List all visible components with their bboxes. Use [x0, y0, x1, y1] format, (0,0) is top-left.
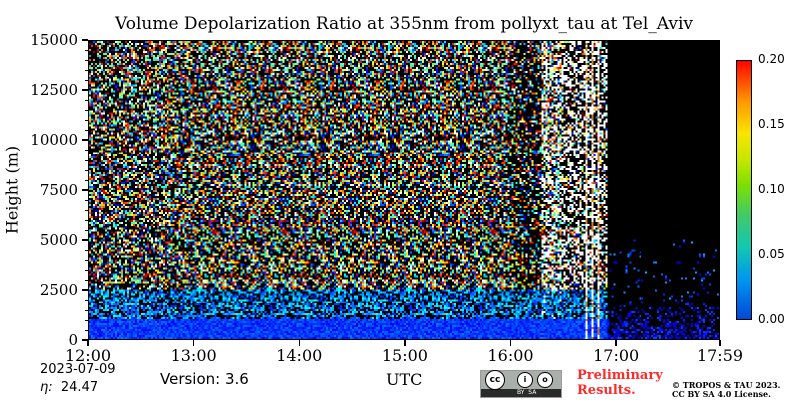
- x-tick-mark: [87, 340, 89, 346]
- copyright-line: © TROPOS & TAU 2023.: [672, 380, 781, 390]
- x-tick-mark: [615, 340, 617, 346]
- y-tick-label: 12500: [30, 81, 78, 99]
- y-tick-mark: [82, 139, 88, 141]
- x-axis-label: UTC: [386, 370, 423, 389]
- y-tick-mark: [82, 239, 88, 241]
- x-tick-label: 13:00: [170, 346, 217, 365]
- y-minor-tick: [85, 299, 88, 301]
- y-minor-tick: [85, 49, 88, 51]
- x-tick-mark: [298, 340, 300, 346]
- colorbar-tick-label: 0.10: [758, 182, 785, 196]
- cc-icon: cc: [485, 370, 505, 390]
- y-minor-tick: [85, 169, 88, 171]
- y-minor-tick: [85, 209, 88, 211]
- colorbar-tick-label: 0.20: [758, 52, 785, 66]
- by-icon: i: [517, 372, 533, 388]
- y-minor-tick: [85, 269, 88, 271]
- version-label: Version: 3.6: [160, 370, 249, 388]
- colorbar-tick-label: 0.05: [758, 247, 785, 261]
- x-tick-label: 17:59: [696, 346, 744, 365]
- y-tick-mark: [82, 39, 88, 41]
- y-minor-tick: [85, 179, 88, 181]
- colorbar-tick-label: 0.15: [758, 117, 785, 131]
- y-tick-label: 5000: [39, 231, 78, 249]
- x-tick-label: 14:00: [276, 346, 323, 365]
- y-minor-tick: [85, 329, 88, 331]
- sa-icon: o: [537, 372, 553, 388]
- colorbar-tick-label: 0.00: [758, 312, 785, 326]
- y-minor-tick: [85, 199, 88, 201]
- x-tick-label: 15:00: [381, 346, 428, 365]
- y-tick-label: 15000: [30, 31, 78, 49]
- y-minor-tick: [85, 149, 88, 151]
- eta-number: 24.47: [60, 380, 99, 395]
- y-minor-tick: [85, 159, 88, 161]
- colorbar: [736, 60, 752, 320]
- y-tick-label: 0: [68, 331, 78, 349]
- y-minor-tick: [85, 279, 88, 281]
- y-minor-tick: [85, 259, 88, 261]
- x-tick-mark: [509, 340, 512, 346]
- x-tick-label: 12:00: [64, 346, 112, 365]
- eta-value: η: 24.47: [40, 380, 98, 395]
- y-tick-mark: [82, 189, 88, 191]
- y-minor-tick: [85, 79, 88, 81]
- cc-badge-label: BY SA: [517, 389, 537, 396]
- x-tick-mark: [192, 340, 195, 346]
- y-tick-label: 10000: [30, 131, 78, 149]
- chart-title: Volume Depolarization Ratio at 355nm fro…: [115, 14, 693, 34]
- y-minor-tick: [85, 129, 88, 131]
- y-minor-tick: [85, 249, 88, 251]
- plot-area[interactable]: [88, 40, 720, 340]
- x-tick-mark: [719, 340, 721, 346]
- y-minor-tick: [85, 99, 88, 101]
- y-minor-tick: [85, 309, 88, 311]
- y-tick-mark: [82, 289, 88, 291]
- x-tick-mark: [404, 340, 406, 346]
- results-text: Results.: [577, 383, 636, 398]
- preliminary-text: Preliminary: [577, 368, 663, 383]
- heatmap-canvas: [89, 41, 719, 339]
- cc-badge-top: cc i o: [481, 370, 561, 390]
- y-minor-tick: [85, 119, 88, 121]
- y-minor-tick: [85, 219, 88, 221]
- cc-badge-text: BY SA: [481, 389, 561, 397]
- y-minor-tick: [85, 109, 88, 111]
- y-tick-mark: [82, 89, 88, 91]
- y-tick-label: 7500: [39, 181, 78, 199]
- y-tick-label: 2500: [39, 281, 78, 299]
- y-minor-tick: [85, 229, 88, 231]
- x-tick-label: 16:00: [487, 346, 534, 365]
- eta-label: η:: [40, 380, 53, 395]
- x-tick-label: 17:00: [593, 346, 640, 365]
- y-minor-tick: [85, 69, 88, 71]
- license-line: CC BY SA 4.0 License.: [672, 389, 771, 399]
- y-tick-mark: [82, 339, 88, 341]
- y-minor-tick: [85, 319, 88, 321]
- cc-license-badge[interactable]: cc i o BY SA: [480, 370, 562, 398]
- measurement-date: 2023-07-09: [40, 362, 116, 377]
- y-minor-tick: [85, 59, 88, 61]
